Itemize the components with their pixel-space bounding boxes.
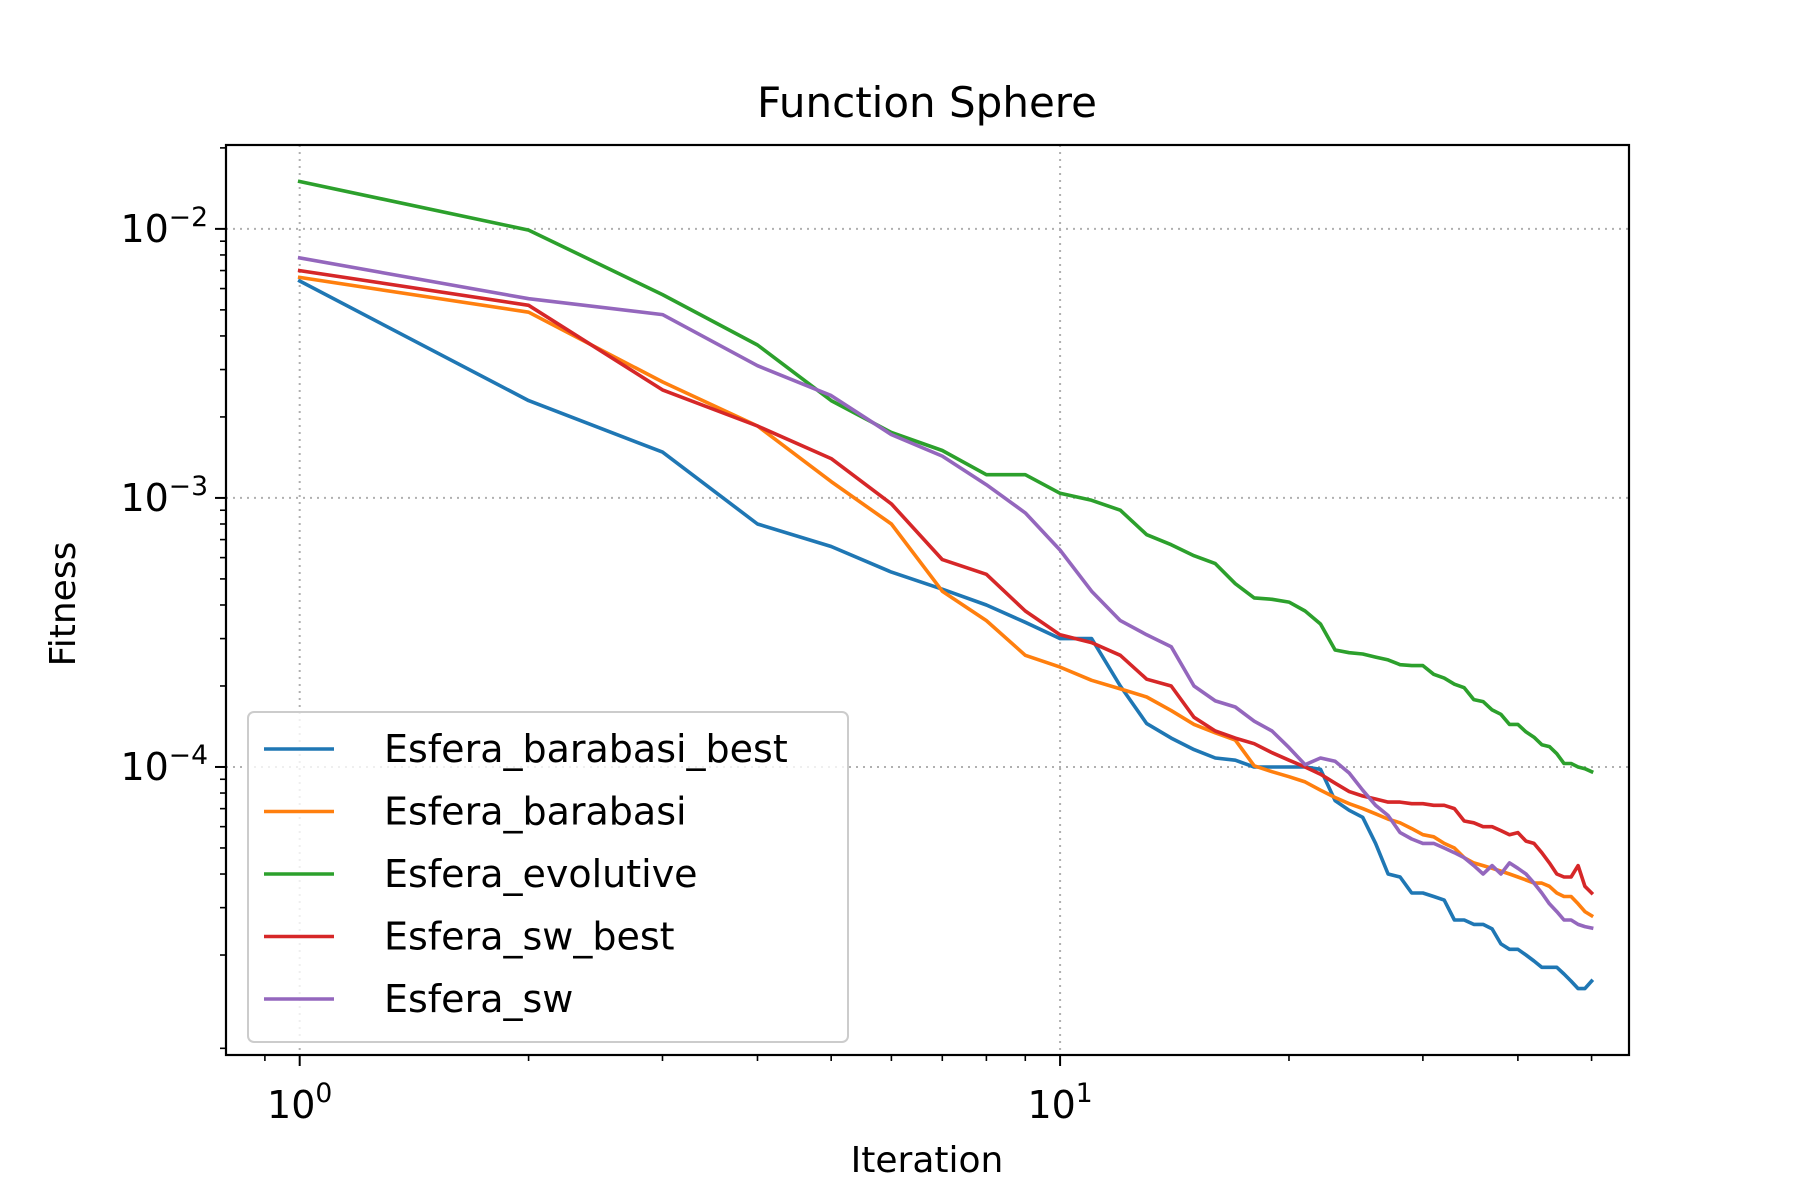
x-axis-label: Iteration [851, 1140, 1004, 1181]
y-tick-label-base: 10 [120, 476, 168, 520]
legend-item: Esfera_barabasi_best [264, 727, 788, 771]
legend-item: Esfera_barabasi [264, 790, 687, 834]
x-tick-label: 101 [1027, 1078, 1092, 1127]
y-tick-label-base: 10 [120, 207, 168, 251]
legend-label: Esfera_barabasi [384, 790, 687, 834]
x-tick-label-exponent: 1 [1076, 1078, 1093, 1109]
x-tick-label-exponent: 0 [315, 1078, 332, 1109]
x-tick-label-base: 10 [267, 1083, 315, 1127]
y-axis: 10−210−310−4 [120, 147, 226, 1050]
legend-label: Esfera_sw [384, 977, 573, 1021]
y-tick-label-exponent: −3 [169, 471, 208, 502]
y-axis-label: Fitness [43, 542, 84, 667]
x-tick-label: 100 [267, 1078, 332, 1127]
legend-item: Esfera_sw [264, 977, 573, 1021]
legend-label: Esfera_evolutive [384, 852, 698, 896]
x-tick-label-base: 10 [1027, 1083, 1075, 1127]
legend-item: Esfera_sw_best [264, 915, 675, 959]
y-tick-label-exponent: −4 [169, 740, 208, 771]
series-line-esfera-evolutive [297, 179, 1594, 775]
y-tick-label-base: 10 [120, 745, 168, 789]
y-tick-label: 10−4 [120, 740, 208, 789]
plot-series [297, 179, 1595, 991]
legend-label: Esfera_barabasi_best [384, 727, 788, 771]
legend-label: Esfera_sw_best [384, 915, 675, 959]
y-tick-label: 10−3 [120, 471, 208, 520]
plot-frame [224, 143, 1631, 1057]
series-line-esfera-barabasi-best [297, 278, 1595, 991]
grid-lines [226, 145, 1629, 1055]
chart-title: Function Sphere [757, 78, 1097, 127]
legend-item: Esfera_evolutive [264, 852, 698, 896]
y-tick-label: 10−2 [120, 202, 208, 251]
series-line-esfera-sw [297, 255, 1594, 931]
x-axis: 100 101 [264, 1055, 1593, 1127]
legend: Esfera_barabasi_best Esfera_barabasi Esfer… [247, 711, 849, 1043]
legend-box [247, 711, 849, 1043]
y-tick-label-exponent: −2 [169, 202, 208, 233]
